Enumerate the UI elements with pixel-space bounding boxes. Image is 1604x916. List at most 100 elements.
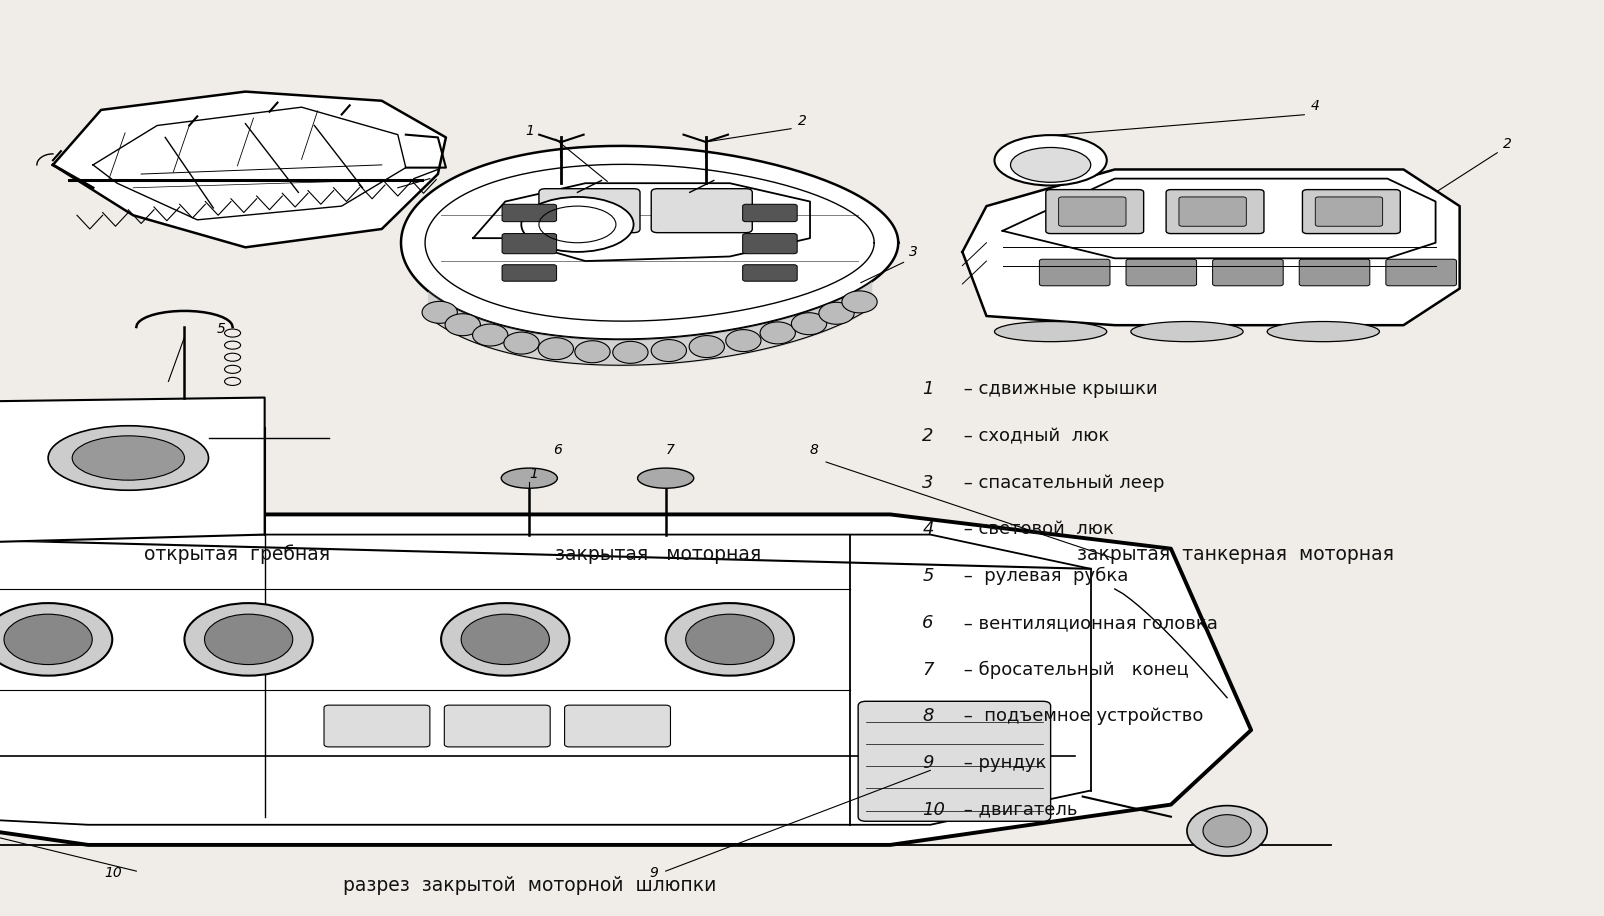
Text: 5: 5 [922, 567, 934, 585]
Ellipse shape [441, 603, 569, 676]
Text: 4: 4 [1310, 99, 1320, 113]
Text: – вентиляционная головка: – вентиляционная головка [958, 614, 1217, 632]
Polygon shape [401, 146, 898, 340]
FancyBboxPatch shape [444, 705, 550, 747]
FancyBboxPatch shape [1126, 259, 1197, 286]
Text: – сдвижные крышки: – сдвижные крышки [958, 380, 1156, 398]
Ellipse shape [666, 603, 794, 676]
Ellipse shape [521, 197, 634, 252]
Ellipse shape [994, 322, 1107, 342]
Text: 7: 7 [922, 660, 934, 679]
Ellipse shape [690, 335, 725, 357]
Text: – световой  люк: – световой люк [958, 520, 1113, 539]
Text: 7: 7 [666, 443, 675, 457]
FancyBboxPatch shape [1299, 259, 1370, 286]
Text: – рундук: – рундук [958, 754, 1046, 772]
Text: 3: 3 [922, 474, 934, 492]
Ellipse shape [760, 322, 796, 344]
Text: – сходный  люк: – сходный люк [958, 427, 1108, 445]
Ellipse shape [1267, 322, 1379, 342]
FancyBboxPatch shape [539, 189, 640, 233]
Ellipse shape [184, 603, 313, 676]
Text: 9: 9 [922, 754, 934, 772]
FancyBboxPatch shape [1039, 259, 1110, 286]
Ellipse shape [1011, 147, 1091, 182]
Ellipse shape [791, 312, 826, 334]
Text: открытая  гребная: открытая гребная [144, 544, 330, 564]
Ellipse shape [820, 302, 855, 324]
Ellipse shape [651, 340, 687, 362]
Polygon shape [0, 515, 1251, 845]
FancyBboxPatch shape [1213, 259, 1283, 286]
Text: – двигатель: – двигатель [958, 801, 1078, 819]
Text: 10: 10 [104, 867, 122, 880]
Ellipse shape [504, 333, 539, 354]
Text: 8: 8 [810, 443, 820, 457]
Ellipse shape [205, 614, 292, 664]
Text: – спасательный леер: – спасательный леер [958, 474, 1165, 492]
Polygon shape [1002, 179, 1436, 258]
FancyBboxPatch shape [1302, 190, 1400, 234]
Text: 2: 2 [1503, 137, 1513, 151]
Ellipse shape [0, 603, 112, 676]
FancyBboxPatch shape [1386, 259, 1456, 286]
Text: 5: 5 [217, 322, 226, 336]
Ellipse shape [725, 330, 760, 352]
Ellipse shape [462, 614, 549, 664]
Ellipse shape [422, 301, 457, 323]
Ellipse shape [994, 136, 1107, 186]
Text: –  подъемное устройство: – подъемное устройство [958, 707, 1203, 725]
FancyBboxPatch shape [1315, 197, 1383, 226]
Ellipse shape [72, 436, 184, 480]
FancyBboxPatch shape [502, 265, 557, 281]
Text: закрытая   моторная: закрытая моторная [555, 545, 760, 563]
Polygon shape [0, 398, 265, 542]
FancyBboxPatch shape [1059, 197, 1126, 226]
Text: 10: 10 [922, 801, 945, 819]
Text: 9: 9 [650, 867, 659, 880]
Text: 4: 4 [922, 520, 934, 539]
Ellipse shape [685, 614, 773, 664]
Ellipse shape [500, 468, 558, 488]
Text: 1: 1 [525, 124, 534, 137]
Text: 1: 1 [922, 380, 934, 398]
Text: 6: 6 [553, 443, 563, 457]
Text: – бросательный   конец: – бросательный конец [958, 660, 1189, 679]
FancyBboxPatch shape [858, 702, 1051, 822]
Text: 1: 1 [529, 467, 539, 481]
Polygon shape [53, 92, 446, 247]
Ellipse shape [613, 342, 648, 364]
Ellipse shape [574, 341, 610, 363]
Ellipse shape [637, 468, 693, 488]
Polygon shape [962, 169, 1460, 325]
Ellipse shape [1187, 806, 1267, 856]
FancyBboxPatch shape [324, 705, 430, 747]
Ellipse shape [539, 338, 574, 360]
FancyBboxPatch shape [743, 234, 797, 254]
Ellipse shape [48, 426, 209, 490]
Ellipse shape [1131, 322, 1243, 342]
Text: 3: 3 [909, 245, 919, 259]
Text: 6: 6 [922, 614, 934, 632]
FancyBboxPatch shape [502, 234, 557, 254]
FancyBboxPatch shape [743, 204, 797, 222]
Text: –  рулевая  рубка: – рулевая рубка [958, 567, 1128, 585]
Ellipse shape [444, 313, 480, 335]
Text: закрытая  танкерная  моторная: закрытая танкерная моторная [1076, 545, 1394, 563]
FancyBboxPatch shape [502, 204, 557, 222]
Ellipse shape [3, 614, 91, 664]
Text: 8: 8 [922, 707, 934, 725]
FancyBboxPatch shape [1166, 190, 1264, 234]
Text: 2: 2 [797, 114, 807, 128]
Text: разрез  закрытой  моторной  шлюпки: разрез закрытой моторной шлюпки [343, 877, 715, 895]
Ellipse shape [842, 291, 877, 313]
Polygon shape [473, 183, 810, 261]
FancyBboxPatch shape [565, 705, 670, 747]
FancyBboxPatch shape [651, 189, 752, 233]
Ellipse shape [473, 324, 508, 346]
FancyBboxPatch shape [743, 265, 797, 281]
FancyBboxPatch shape [1179, 197, 1246, 226]
FancyBboxPatch shape [1046, 190, 1144, 234]
Ellipse shape [1203, 814, 1251, 847]
Text: 2: 2 [922, 427, 934, 445]
